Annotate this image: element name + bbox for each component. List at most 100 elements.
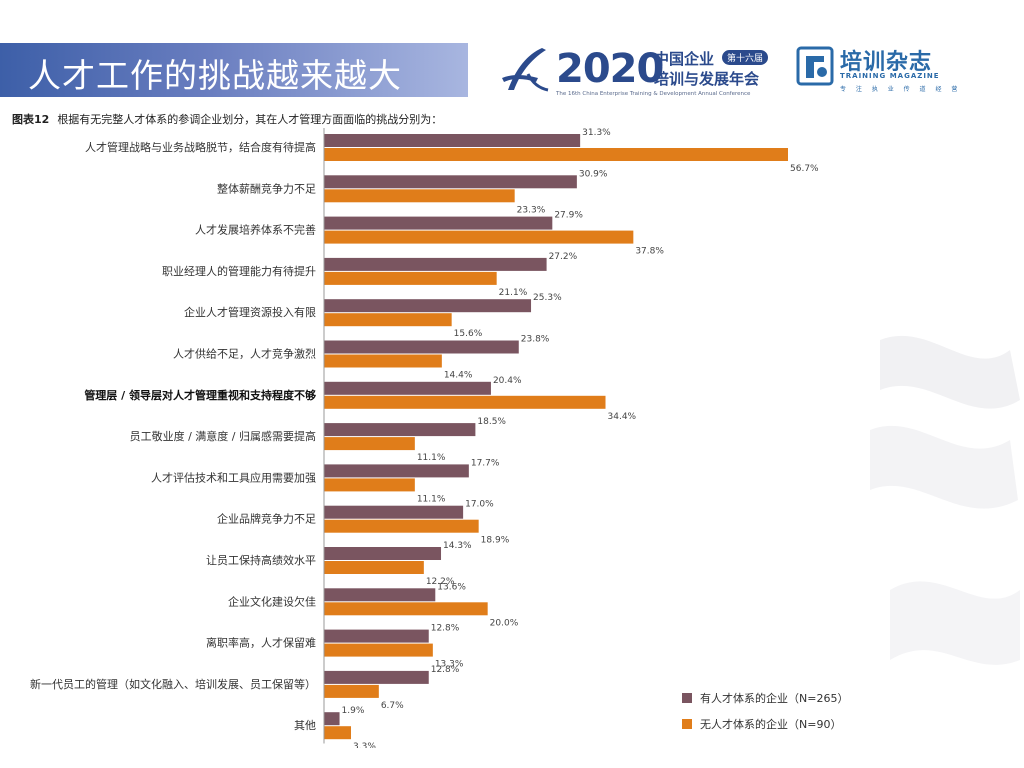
value-label: 21.1% [499, 288, 528, 298]
conference-year: 2020 [556, 46, 664, 92]
header-banner: 人才工作的挑战越来越大 [0, 43, 468, 97]
figure-caption-text: 根据有无完整人才体系的参调企业划分，其在人才管理方面面临的挑战分别为： [57, 113, 443, 126]
value-label: 27.9% [554, 211, 583, 221]
bar-without-talent-system [324, 354, 442, 368]
magazine-name-cn: 培训杂志 [840, 50, 933, 75]
category-label: 管理层 / 领导层对人才管理重视和支持程度不够 [84, 388, 316, 402]
bar-with-talent-system [324, 629, 429, 643]
horizontal-bar-chart: 人才管理战略与业务战略脱节，结合度有待提高整体薪酬竞争力不足人才发展培养体系不完… [30, 128, 848, 748]
category-label: 人才发展培养体系不完善 [195, 223, 316, 237]
value-labels: 31.3% 56.7% 30.9% 23.3% 27.9% 37.8% 27.2% 21.1%… [342, 128, 819, 748]
value-label: 18.9% [481, 536, 510, 546]
value-label: 56.7% [790, 164, 819, 174]
bar-with-talent-system [324, 588, 436, 602]
bar-without-talent-system [324, 437, 415, 451]
conference-name-line2: 培训与发展年会 [654, 70, 760, 88]
bar-without-talent-system [324, 726, 352, 740]
bar-without-talent-system [324, 519, 479, 533]
value-label: 14.4% [444, 371, 473, 381]
category-label: 人才管理战略与业务战略脱节，结合度有待提高 [85, 140, 316, 154]
background-watermark [870, 335, 1020, 665]
value-label: 34.4% [608, 412, 637, 422]
category-label: 离职率高，人才保留难 [206, 636, 316, 650]
category-label: 整体薪酬竞争力不足 [217, 181, 316, 195]
bar-without-talent-system [324, 271, 497, 285]
magazine-tagline: 专 注 执 业 传 道 经 营 [840, 86, 962, 93]
value-label: 15.6% [454, 329, 483, 339]
category-label: 人才评估技术和工具应用需要加强 [151, 470, 316, 484]
bar-without-talent-system [324, 643, 433, 657]
conference-subtitle: The 16th China Enterprise Training & Dev… [556, 91, 751, 97]
category-label: 企业人才管理资源投入有限 [184, 305, 316, 319]
value-label: 27.2% [549, 252, 578, 262]
value-label: 11.1% [417, 494, 446, 504]
value-label: 17.7% [471, 458, 500, 468]
value-label: 18.5% [477, 417, 506, 427]
bar-with-talent-system [324, 423, 476, 437]
value-label: 25.3% [533, 293, 562, 303]
bar-without-talent-system [324, 478, 415, 492]
bar-with-talent-system [324, 216, 553, 230]
legend-label: 有人才体系的企业（N=265） [700, 691, 848, 705]
bar-without-talent-system [324, 148, 788, 161]
value-label: 13.3% [435, 660, 464, 670]
category-label: 员工敬业度 / 满意度 / 归属感需要提高 [130, 429, 316, 443]
legend-label: 无人才体系的企业（N=90） [700, 717, 841, 731]
conference-name-line1: 中国企业 [654, 50, 715, 68]
bar-without-talent-system [324, 684, 379, 698]
bar-with-talent-system [324, 712, 340, 726]
bar-with-talent-system [324, 340, 519, 354]
category-labels: 人才管理战略与业务战略脱节，结合度有待提高整体薪酬竞争力不足人才发展培养体系不完… [30, 140, 316, 732]
bar-without-talent-system [324, 561, 424, 574]
value-label: 6.7% [381, 701, 404, 711]
value-label: 13.6% [437, 582, 466, 592]
bar-with-talent-system [324, 670, 429, 684]
value-label: 12.8% [431, 624, 460, 634]
value-label: 14.3% [443, 541, 472, 551]
bar-with-talent-system [324, 175, 577, 189]
category-label: 人才供给不足，人才竞争激烈 [173, 347, 316, 361]
bar-without-talent-system [324, 313, 452, 327]
figure-number: 图表12 [12, 113, 50, 126]
conference-swoosh-icon [502, 48, 549, 92]
value-label: 11.1% [417, 453, 446, 463]
value-label: 17.0% [465, 500, 494, 510]
conference-badge: 第十六届 [722, 50, 769, 65]
magazine-logo: 培训杂志 TRAINING MAGAZINE 专 注 执 业 传 道 经 营 [796, 44, 966, 98]
value-label: 23.3% [517, 205, 546, 215]
bar-with-talent-system [324, 134, 581, 147]
chart-legend: 有人才体系的企业（N=265） 无人才体系的企业（N=90） [682, 691, 848, 731]
bar-without-talent-system [324, 395, 606, 409]
category-label: 新一代员工的管理（如文化融入、培训发展、员工保留等） [30, 677, 316, 691]
bar-with-talent-system [324, 381, 491, 395]
value-label: 31.3% [582, 128, 611, 138]
value-label: 12.2% [426, 577, 455, 587]
bar-without-talent-system [324, 189, 515, 203]
value-label: 30.9% [579, 169, 608, 179]
value-label: 23.8% [521, 335, 550, 345]
category-label: 职业经理人的管理能力有待提升 [162, 264, 316, 278]
value-label: 20.0% [490, 618, 519, 628]
magazine-emblem-icon [796, 46, 834, 86]
value-label: 1.9% [342, 706, 365, 716]
bar-with-talent-system [324, 257, 547, 271]
magazine-name-en: TRAINING MAGAZINE [840, 72, 940, 80]
category-label: 企业文化建设欠佳 [228, 594, 316, 608]
category-label: 其他 [294, 719, 316, 732]
category-label: 企业品牌竞争力不足 [217, 512, 316, 526]
value-label: 12.8% [431, 665, 460, 675]
legend-swatch [682, 719, 692, 729]
category-label: 让员工保持高绩效水平 [206, 553, 316, 567]
value-label: 3.3% [353, 742, 376, 748]
legend-swatch [682, 693, 692, 703]
bar-with-talent-system [324, 464, 469, 478]
bar-with-talent-system [324, 547, 442, 560]
bar-with-talent-system [324, 505, 464, 519]
bar-without-talent-system [324, 602, 488, 616]
value-label: 37.8% [635, 247, 664, 257]
chart-bars [324, 134, 788, 740]
value-label: 20.4% [493, 376, 522, 386]
figure-caption: 图表12 根据有无完整人才体系的参调企业划分，其在人才管理方面面临的挑战分别为： [12, 111, 442, 127]
bar-without-talent-system [324, 230, 634, 244]
page-title: 人才工作的挑战越来越大 [28, 56, 402, 95]
